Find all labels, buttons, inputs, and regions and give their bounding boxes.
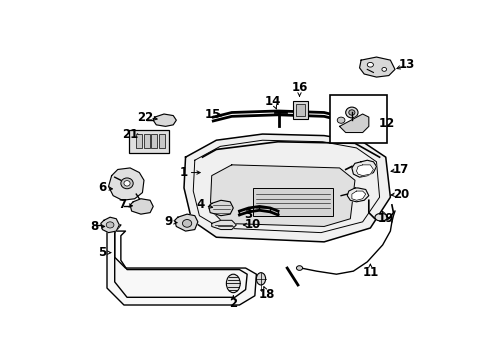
- Text: 10: 10: [244, 219, 261, 231]
- Text: 9: 9: [164, 215, 172, 228]
- Text: 1: 1: [180, 166, 188, 179]
- Ellipse shape: [374, 213, 386, 221]
- Text: 17: 17: [392, 163, 408, 176]
- Text: 7: 7: [118, 198, 126, 211]
- FancyBboxPatch shape: [129, 130, 169, 153]
- Ellipse shape: [296, 266, 302, 270]
- Ellipse shape: [256, 273, 265, 285]
- Ellipse shape: [182, 220, 191, 227]
- Polygon shape: [359, 57, 394, 77]
- Text: 12: 12: [378, 117, 395, 130]
- FancyBboxPatch shape: [292, 101, 307, 120]
- Text: 2: 2: [229, 297, 237, 310]
- Text: 19: 19: [377, 212, 393, 225]
- Ellipse shape: [337, 117, 344, 123]
- Text: 6: 6: [98, 181, 106, 194]
- Text: 4: 4: [196, 198, 204, 211]
- Polygon shape: [356, 165, 373, 176]
- FancyBboxPatch shape: [295, 104, 305, 116]
- Text: 5: 5: [98, 246, 106, 259]
- Ellipse shape: [106, 222, 114, 228]
- Ellipse shape: [121, 178, 133, 189]
- Text: 3: 3: [244, 208, 252, 221]
- Ellipse shape: [345, 107, 357, 118]
- Ellipse shape: [226, 274, 240, 293]
- FancyBboxPatch shape: [253, 188, 333, 216]
- Ellipse shape: [348, 110, 354, 115]
- Polygon shape: [210, 165, 354, 226]
- Polygon shape: [183, 134, 389, 242]
- Text: 14: 14: [264, 95, 281, 108]
- Polygon shape: [130, 199, 153, 214]
- Text: 16: 16: [291, 81, 307, 94]
- FancyBboxPatch shape: [143, 134, 149, 148]
- Polygon shape: [211, 220, 236, 230]
- Polygon shape: [346, 188, 368, 202]
- FancyBboxPatch shape: [151, 134, 157, 148]
- Polygon shape: [174, 214, 198, 231]
- Polygon shape: [351, 191, 365, 200]
- Polygon shape: [107, 225, 256, 305]
- Text: 13: 13: [398, 58, 415, 71]
- Polygon shape: [339, 114, 368, 132]
- Polygon shape: [153, 114, 176, 126]
- Text: 8: 8: [90, 220, 99, 233]
- Text: 22: 22: [137, 111, 153, 123]
- Ellipse shape: [123, 181, 130, 186]
- Text: 11: 11: [362, 266, 378, 279]
- FancyBboxPatch shape: [136, 134, 142, 148]
- FancyBboxPatch shape: [159, 134, 165, 148]
- Text: 20: 20: [392, 188, 408, 201]
- Text: 15: 15: [204, 108, 221, 121]
- Polygon shape: [351, 160, 376, 177]
- Ellipse shape: [381, 67, 386, 71]
- Polygon shape: [208, 200, 233, 216]
- Text: 18: 18: [259, 288, 275, 301]
- FancyBboxPatch shape: [329, 95, 386, 143]
- Polygon shape: [101, 217, 119, 233]
- Polygon shape: [108, 168, 143, 200]
- Text: 21: 21: [122, 127, 138, 140]
- Ellipse shape: [366, 62, 373, 67]
